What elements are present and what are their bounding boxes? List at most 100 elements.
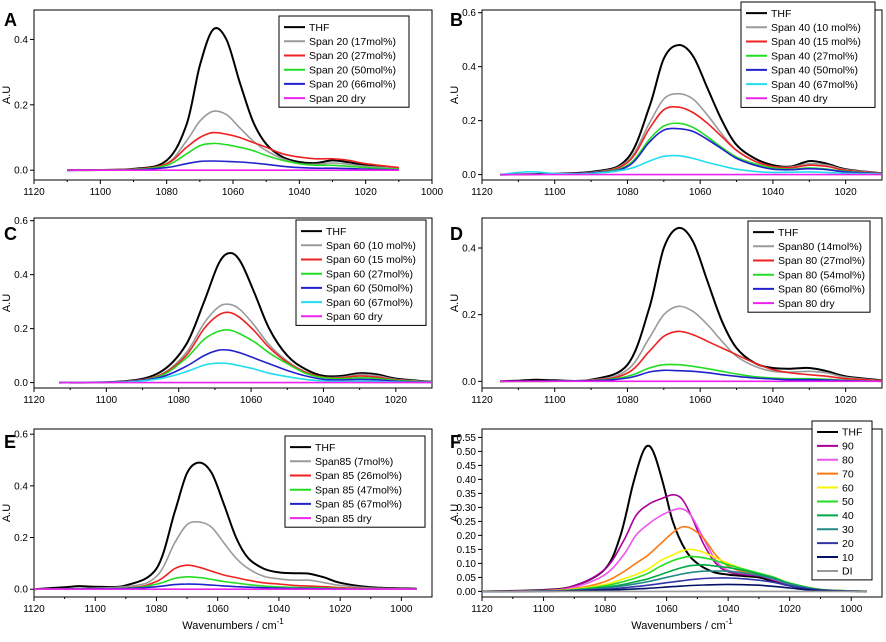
legend-label: Span85 (7mol%) [315,456,393,468]
legend-label: Span 20 dry [309,93,366,105]
y-tick-label: 0.20 [457,531,477,542]
x-axis-label: Wavenumbers / cm-1 [182,617,284,632]
legend-label: 30 [842,524,854,536]
x-tick-label: 1100 [84,604,106,615]
x-tick-label: 1020 [385,395,408,406]
x-tick-label: 1020 [355,187,378,198]
y-tick-label: 0.55 [457,433,477,444]
x-tick-label: 1000 [421,187,444,198]
series-line [482,563,867,593]
legend-label: Span 60 dry [326,311,383,323]
x-tick-label: 1080 [616,187,639,198]
y-tick-label: 0.6 [462,8,476,19]
series-line [482,570,867,593]
y-tick-label: 0.00 [457,587,477,598]
legend-label: Span 60 (10 mol%) [326,240,416,252]
series-group [500,226,882,383]
panel-d: D 1120 1100 1080 1060 1040 1020 0.0 0.2 0.4 A.U THF… [449,217,883,406]
x-tick-label: 1100 [544,395,566,406]
panel-letter: F [450,432,461,452]
legend-label: Span 40 (50mol%) [771,65,858,77]
x-tick-label: 1060 [207,604,230,615]
x-tick-label: 1080 [594,604,617,615]
legend-label: DI [842,566,853,578]
y-tick-label: 0.0 [462,377,476,388]
x-tick-label: 1060 [689,395,712,406]
series-line [67,27,399,172]
legend-label: 10 [842,552,854,564]
y-axis-label: A.U [1,86,13,104]
series-line [34,520,417,590]
legend-label: Span 60 (15 mol%) [326,254,416,266]
y-axis-label: A.U [1,294,13,312]
legend-label: THF [771,8,791,20]
x-tick-label: 1020 [779,604,802,615]
legend: THF Span 40 (10 mol%) Span 40 (15 mol%) Spa… [740,1,876,108]
plot-frame [481,9,883,181]
series-line [59,303,432,384]
x-tick-label: 1060 [240,395,263,406]
x-tick-label: 1120 [23,187,45,198]
y-tick-label: 0.35 [457,489,477,500]
series-group [500,44,882,176]
legend-label: Span 85 (26mol%) [315,470,402,482]
y-tick-label: 0.2 [14,100,28,111]
legend-label: THF [309,22,329,34]
legend-label: Span 20 (50mol%) [309,64,396,76]
legend-label: THF [778,227,798,239]
legend-label: 20 [842,538,854,550]
legend-label: Span 60 (67mol%) [326,297,413,309]
series-line [482,583,867,593]
x-tick-label: 1080 [168,395,191,406]
series-line [67,110,399,171]
x-tick-label: 1120 [23,395,45,406]
y-tick-label: 0.4 [14,35,28,46]
series-line [59,328,432,384]
panel-e: E 1120 1100 1080 1060 1040 1020 1000 0.0 0.2 0.4 0.… [1,428,433,632]
y-tick-label: 0.4 [14,270,28,281]
legend-label: Span 20 (27mol%) [309,50,396,62]
legend: THF Span80 (14mol%) Span 80 (27mol%) Span 8… [747,220,871,313]
x-tick-label: 1040 [762,187,785,198]
x-axis-label: Wavenumbers / cm-1 [631,617,733,632]
series-line [34,564,417,590]
y-tick-label: 0.2 [462,116,476,127]
legend-label: Span 85 (47mol%) [315,484,402,496]
x-tick-label: 1100 [90,187,112,198]
panel-b: B 1120 1100 1080 1060 1040 1020 0.0 0.2 0.4 0.6 A.U… [449,1,883,198]
legend-label: Span 80 (27mol%) [778,255,865,267]
legend-label: Span 60 (27mol%) [326,268,413,280]
y-tick-label: 0.45 [457,461,477,472]
panel-letter: C [4,224,17,244]
x-tick-label: 1000 [840,604,863,615]
legend-label: Span 80 (66mol%) [778,284,865,296]
series-line [500,305,882,383]
y-tick-label: 0.50 [457,447,477,458]
series-line [500,154,882,176]
series-line [59,362,432,384]
x-tick-label: 1040 [762,395,785,406]
legend-label: THF [326,226,346,238]
plot-frame [481,217,883,389]
x-tick-label: 1080 [616,395,639,406]
x-tick-label: 1120 [23,604,45,615]
legend-label: Span 40 (10 mol%) [771,22,861,34]
x-tick-label: 1080 [145,604,168,615]
series-line [67,131,399,171]
x-tick-label: 1020 [835,395,858,406]
legend-label: Span 40 (15 mol%) [771,36,861,48]
y-tick-label: 0.0 [14,166,28,177]
x-tick-label: 1120 [471,604,493,615]
series-line [482,507,867,593]
legend-label: Span80 (14mol%) [778,241,862,253]
y-tick-label: 0.6 [14,216,28,227]
series-group [482,444,867,593]
x-tick-label: 1020 [329,604,352,615]
plot-frame [33,217,433,389]
y-axis-label: A.U [449,504,461,522]
x-tick-label: 1080 [156,187,179,198]
y-tick-label: 0.2 [14,324,28,335]
y-tick-label: 0.4 [462,62,476,73]
panel-letter: E [4,432,16,452]
